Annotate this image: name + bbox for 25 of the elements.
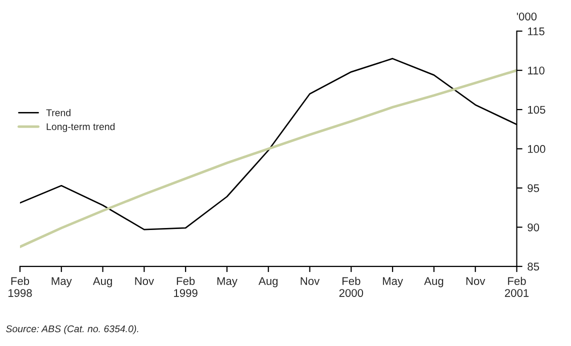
y-tick-label: 90 (528, 223, 540, 232)
y-tick-label: 110 (528, 66, 544, 74)
x-tick-label: Aug (258, 277, 278, 288)
y-tick-label: 115 (528, 28, 544, 36)
x-tick-label: Aug (424, 277, 444, 288)
x-tick-label: Nov (300, 277, 320, 285)
x-tick-label: Feb 1998 (8, 276, 32, 297)
x-tick-label: Feb 2000 (339, 276, 364, 297)
x-tick-label: Feb 2001 (504, 276, 529, 297)
x-tick-label: May (52, 277, 72, 288)
y-tick-label: 105 (528, 106, 546, 114)
x-tick-label: Nov (135, 277, 154, 285)
x-tick-label: Aug (92, 277, 112, 288)
x-tick-label: Feb 1999 (174, 276, 198, 297)
legend-label: Trend (46, 109, 70, 116)
legend-label: Long-term trend (46, 122, 115, 132)
source-note: Source: ABS (Cat. no. 6354.0). (6, 325, 138, 334)
y-tick-label: 100 (528, 145, 546, 153)
y-tick-label: 95 (528, 184, 540, 192)
x-tick-label: May (382, 277, 404, 288)
line-series (20, 69, 517, 248)
y-tick-label: 85 (528, 262, 540, 271)
x-tick-label: Nov (466, 277, 486, 285)
y-axis-title: '000 (516, 12, 537, 20)
x-tick-label: May (217, 277, 238, 288)
